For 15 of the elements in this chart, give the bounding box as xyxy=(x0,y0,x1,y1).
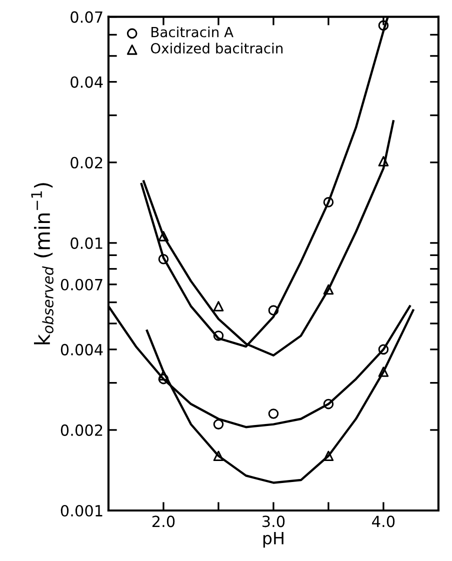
y-tick-label: 0.001 xyxy=(60,504,102,517)
legend-label: Oxidized bacitracin xyxy=(150,42,283,54)
y-tick-label: 0.02 xyxy=(70,156,102,168)
x-tick-label: 3.0 xyxy=(262,516,285,528)
y-tick-label: 0.07 xyxy=(70,11,102,23)
x-tick-label: 4.0 xyxy=(372,516,395,528)
x-tick-label: 2.0 xyxy=(152,516,175,528)
y-tick-label: 0.007 xyxy=(60,278,102,290)
x-axis-title: pH xyxy=(263,532,284,548)
y-tick-label: 0.01 xyxy=(70,237,102,249)
y-tick-label: 0.004 xyxy=(60,344,103,356)
y-tick-label: 0.04 xyxy=(70,76,103,88)
legend-label: Bacitracin A xyxy=(152,26,234,38)
y-tick-label: 0.002 xyxy=(60,424,102,436)
y-axis-title: k$_{observed}$ (min$^{−1}$) xyxy=(31,183,54,344)
